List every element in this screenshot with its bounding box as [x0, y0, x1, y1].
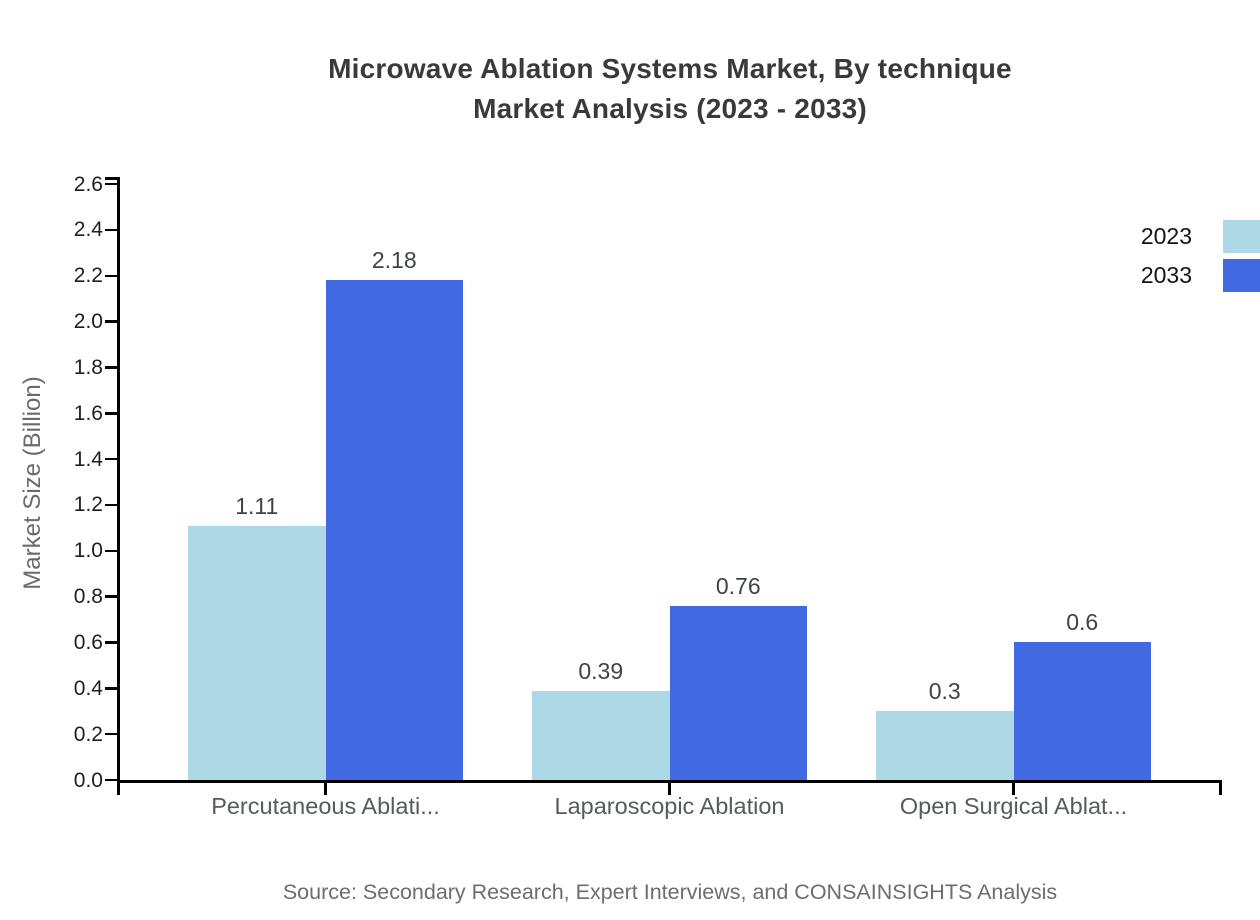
bar-value-label: 1.11	[235, 492, 279, 519]
y-tick	[105, 457, 117, 461]
y-tick-label: 2.0	[73, 310, 103, 334]
x-tick	[324, 783, 327, 795]
bar-value-label: 0.39	[578, 657, 624, 684]
bar-2033	[669, 605, 807, 780]
chart-title-line-2: Market Analysis (2023 - 2033)	[473, 93, 867, 124]
y-tick-label: 1.8	[73, 355, 103, 379]
y-tick-label: 0.8	[73, 585, 103, 609]
y-tick	[105, 778, 117, 782]
bar-2023	[532, 690, 670, 780]
bar-value-label: 0.6	[1066, 609, 1099, 636]
bar-value-label: 0.76	[715, 572, 761, 599]
y-tick-label: 1.6	[73, 401, 103, 425]
legend-swatch-2023	[1223, 220, 1260, 253]
y-tick	[105, 503, 117, 507]
y-tick	[105, 595, 117, 598]
y-tick	[105, 274, 117, 277]
y-tick	[105, 641, 117, 644]
bar-2023	[188, 525, 326, 780]
y-axis-top-cap-tick	[105, 177, 117, 180]
x-category-label: Laparoscopic Ablation	[554, 793, 785, 819]
bar-value-label: 2.18	[371, 247, 417, 274]
x-tick	[1012, 783, 1015, 795]
bar-value-label: 0.3	[928, 678, 961, 705]
chart-title: Microwave Ablation Systems Market, By te…	[80, 49, 1260, 129]
y-tick-label: 0.4	[73, 676, 103, 700]
bar-2033	[1013, 642, 1151, 780]
x-tick	[668, 783, 671, 795]
legend-swatch-2033	[1223, 259, 1260, 292]
bar-2033	[325, 280, 463, 780]
y-tick-label: 0.6	[73, 630, 103, 654]
y-tick	[105, 412, 117, 415]
x-category-label: Percutaneous Ablati...	[211, 793, 440, 819]
y-tick-label: 0.2	[73, 722, 103, 746]
x-axis-end-tick	[117, 783, 120, 795]
y-tick-label: 1.2	[73, 493, 103, 517]
bar-2023	[876, 711, 1014, 780]
y-tick-label: 2.6	[73, 172, 103, 196]
y-tick	[105, 549, 117, 553]
legend-label-2023: 2023	[1140, 223, 1192, 249]
y-tick-label: 1.4	[73, 447, 103, 471]
x-category-label: Open Surgical Ablat...	[899, 793, 1128, 819]
source-note: Source: Secondary Research, Expert Inter…	[282, 880, 1058, 904]
y-tick-label: 2.4	[73, 218, 103, 242]
y-tick	[105, 687, 117, 690]
y-tick	[105, 366, 117, 369]
y-tick	[105, 320, 117, 323]
y-axis-line	[117, 177, 120, 783]
y-tick-label: 1.0	[73, 539, 103, 563]
plot-area: 0.0 0.2 0.4 0.6 0.8 1.0 1.2 1.4 1.6 1.8 2.0 2.2 2.4 2…	[74, 173, 1222, 819]
y-tick-label: 0.0	[73, 768, 103, 792]
x-axis-line	[117, 780, 1222, 783]
x-axis-end-tick	[1219, 783, 1222, 795]
y-tick	[105, 732, 117, 736]
y-tick-label: 2.2	[73, 264, 103, 288]
y-tick	[105, 228, 117, 232]
chart-title-line-1: Microwave Ablation Systems Market, By te…	[328, 53, 1012, 84]
y-tick	[105, 182, 117, 186]
legend-label-2033: 2033	[1140, 262, 1192, 288]
